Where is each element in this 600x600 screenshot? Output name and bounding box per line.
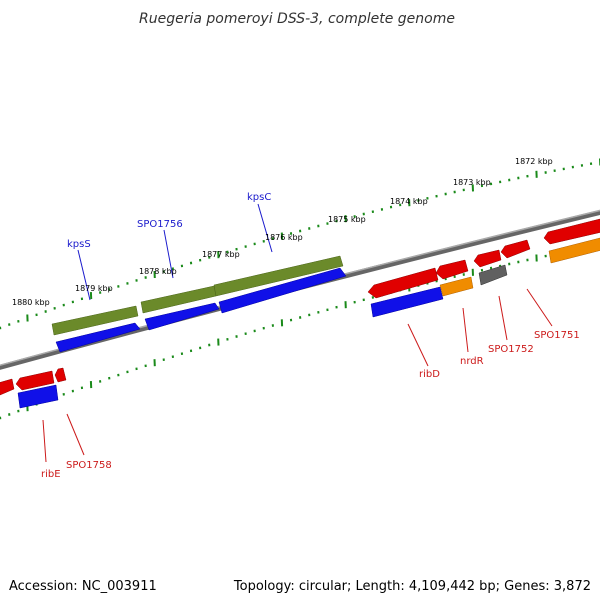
feature-nrdR-red[interactable] [435, 259, 469, 280]
tick-label-1878: 1878 kbp [139, 267, 177, 276]
feature-nrdR-orange[interactable] [439, 276, 474, 297]
tick-label-1872: 1872 kbp [515, 157, 553, 166]
feature-kpsS-blue[interactable] [55, 322, 141, 353]
feature-kpsC-olive[interactable] [213, 255, 344, 297]
label-ribE: ribE [41, 469, 61, 480]
leader-kpsS [77, 249, 91, 301]
tick-label-1877: 1877 kbp [202, 250, 240, 259]
feature-kpsS-olive[interactable] [51, 305, 139, 336]
feature-SPO1751-red[interactable] [500, 239, 531, 259]
leader-kpsC [257, 203, 273, 253]
tick-label-1875: 1875 kbp [328, 215, 366, 224]
leader-SPO1758 [66, 413, 85, 456]
label-SPO1752: SPO1752 [488, 344, 534, 355]
genome-title: Ruegeria pomeroyi DSS-3, complete genome [139, 11, 455, 27]
leader-ribE [42, 419, 47, 463]
label-nrdR: nrdR [460, 356, 484, 367]
label-SPO1758: SPO1758 [66, 460, 112, 471]
feature-right-red[interactable] [543, 218, 600, 245]
label-SPO1756: SPO1756 [137, 219, 183, 230]
leader-SPO1752 [498, 295, 508, 341]
leader-ribD [407, 323, 429, 367]
feature-SPO1756-blue[interactable] [144, 302, 220, 331]
feature-ribE-blue[interactable] [17, 384, 59, 409]
leader-SPO1751 [526, 288, 553, 327]
feature-SPO1758-red[interactable] [54, 367, 67, 383]
label-ribD: ribD [419, 369, 440, 380]
tick-label-1876: 1876 kbp [265, 233, 303, 242]
tick-labels: 1880 kbp 1879 kbp 1878 kbp 1877 kbp 1876… [12, 157, 553, 307]
label-kpsS: kpsS [67, 239, 91, 250]
feature-ribE-red[interactable] [15, 370, 55, 391]
gene-labels: kpsS SPO1756 kpsC ribE SPO1758 ribD nrdR… [41, 192, 580, 480]
reverse-features [0, 218, 600, 409]
tick-label-1880: 1880 kbp [12, 298, 50, 307]
accession-text: Accession: NC_003911 [9, 579, 157, 594]
leader-nrdR [462, 307, 469, 353]
feature-SPO1752-gray[interactable] [478, 264, 508, 286]
leader-SPO1756 [163, 229, 174, 279]
outer-tick-ring [0, 158, 600, 330]
tick-label-1879: 1879 kbp [75, 284, 113, 293]
feature-ribD-red[interactable] [367, 267, 439, 299]
feature-right-orange[interactable] [548, 237, 600, 264]
label-SPO1751: SPO1751 [534, 330, 580, 341]
feature-SPO1752-red[interactable] [473, 249, 502, 268]
feature-left-red-a[interactable] [0, 378, 15, 396]
forward-features [51, 255, 347, 353]
feature-ribD-blue[interactable] [370, 286, 444, 318]
inner-tick-ring [0, 241, 600, 420]
tick-label-1873: 1873 kbp [453, 178, 491, 187]
label-kpsC: kpsC [247, 192, 271, 203]
genome-summary-text: Topology: circular; Length: 4,109,442 bp… [233, 579, 591, 594]
tick-label-1874: 1874 kbp [390, 197, 428, 206]
feature-kpsC-blue[interactable] [218, 267, 347, 314]
